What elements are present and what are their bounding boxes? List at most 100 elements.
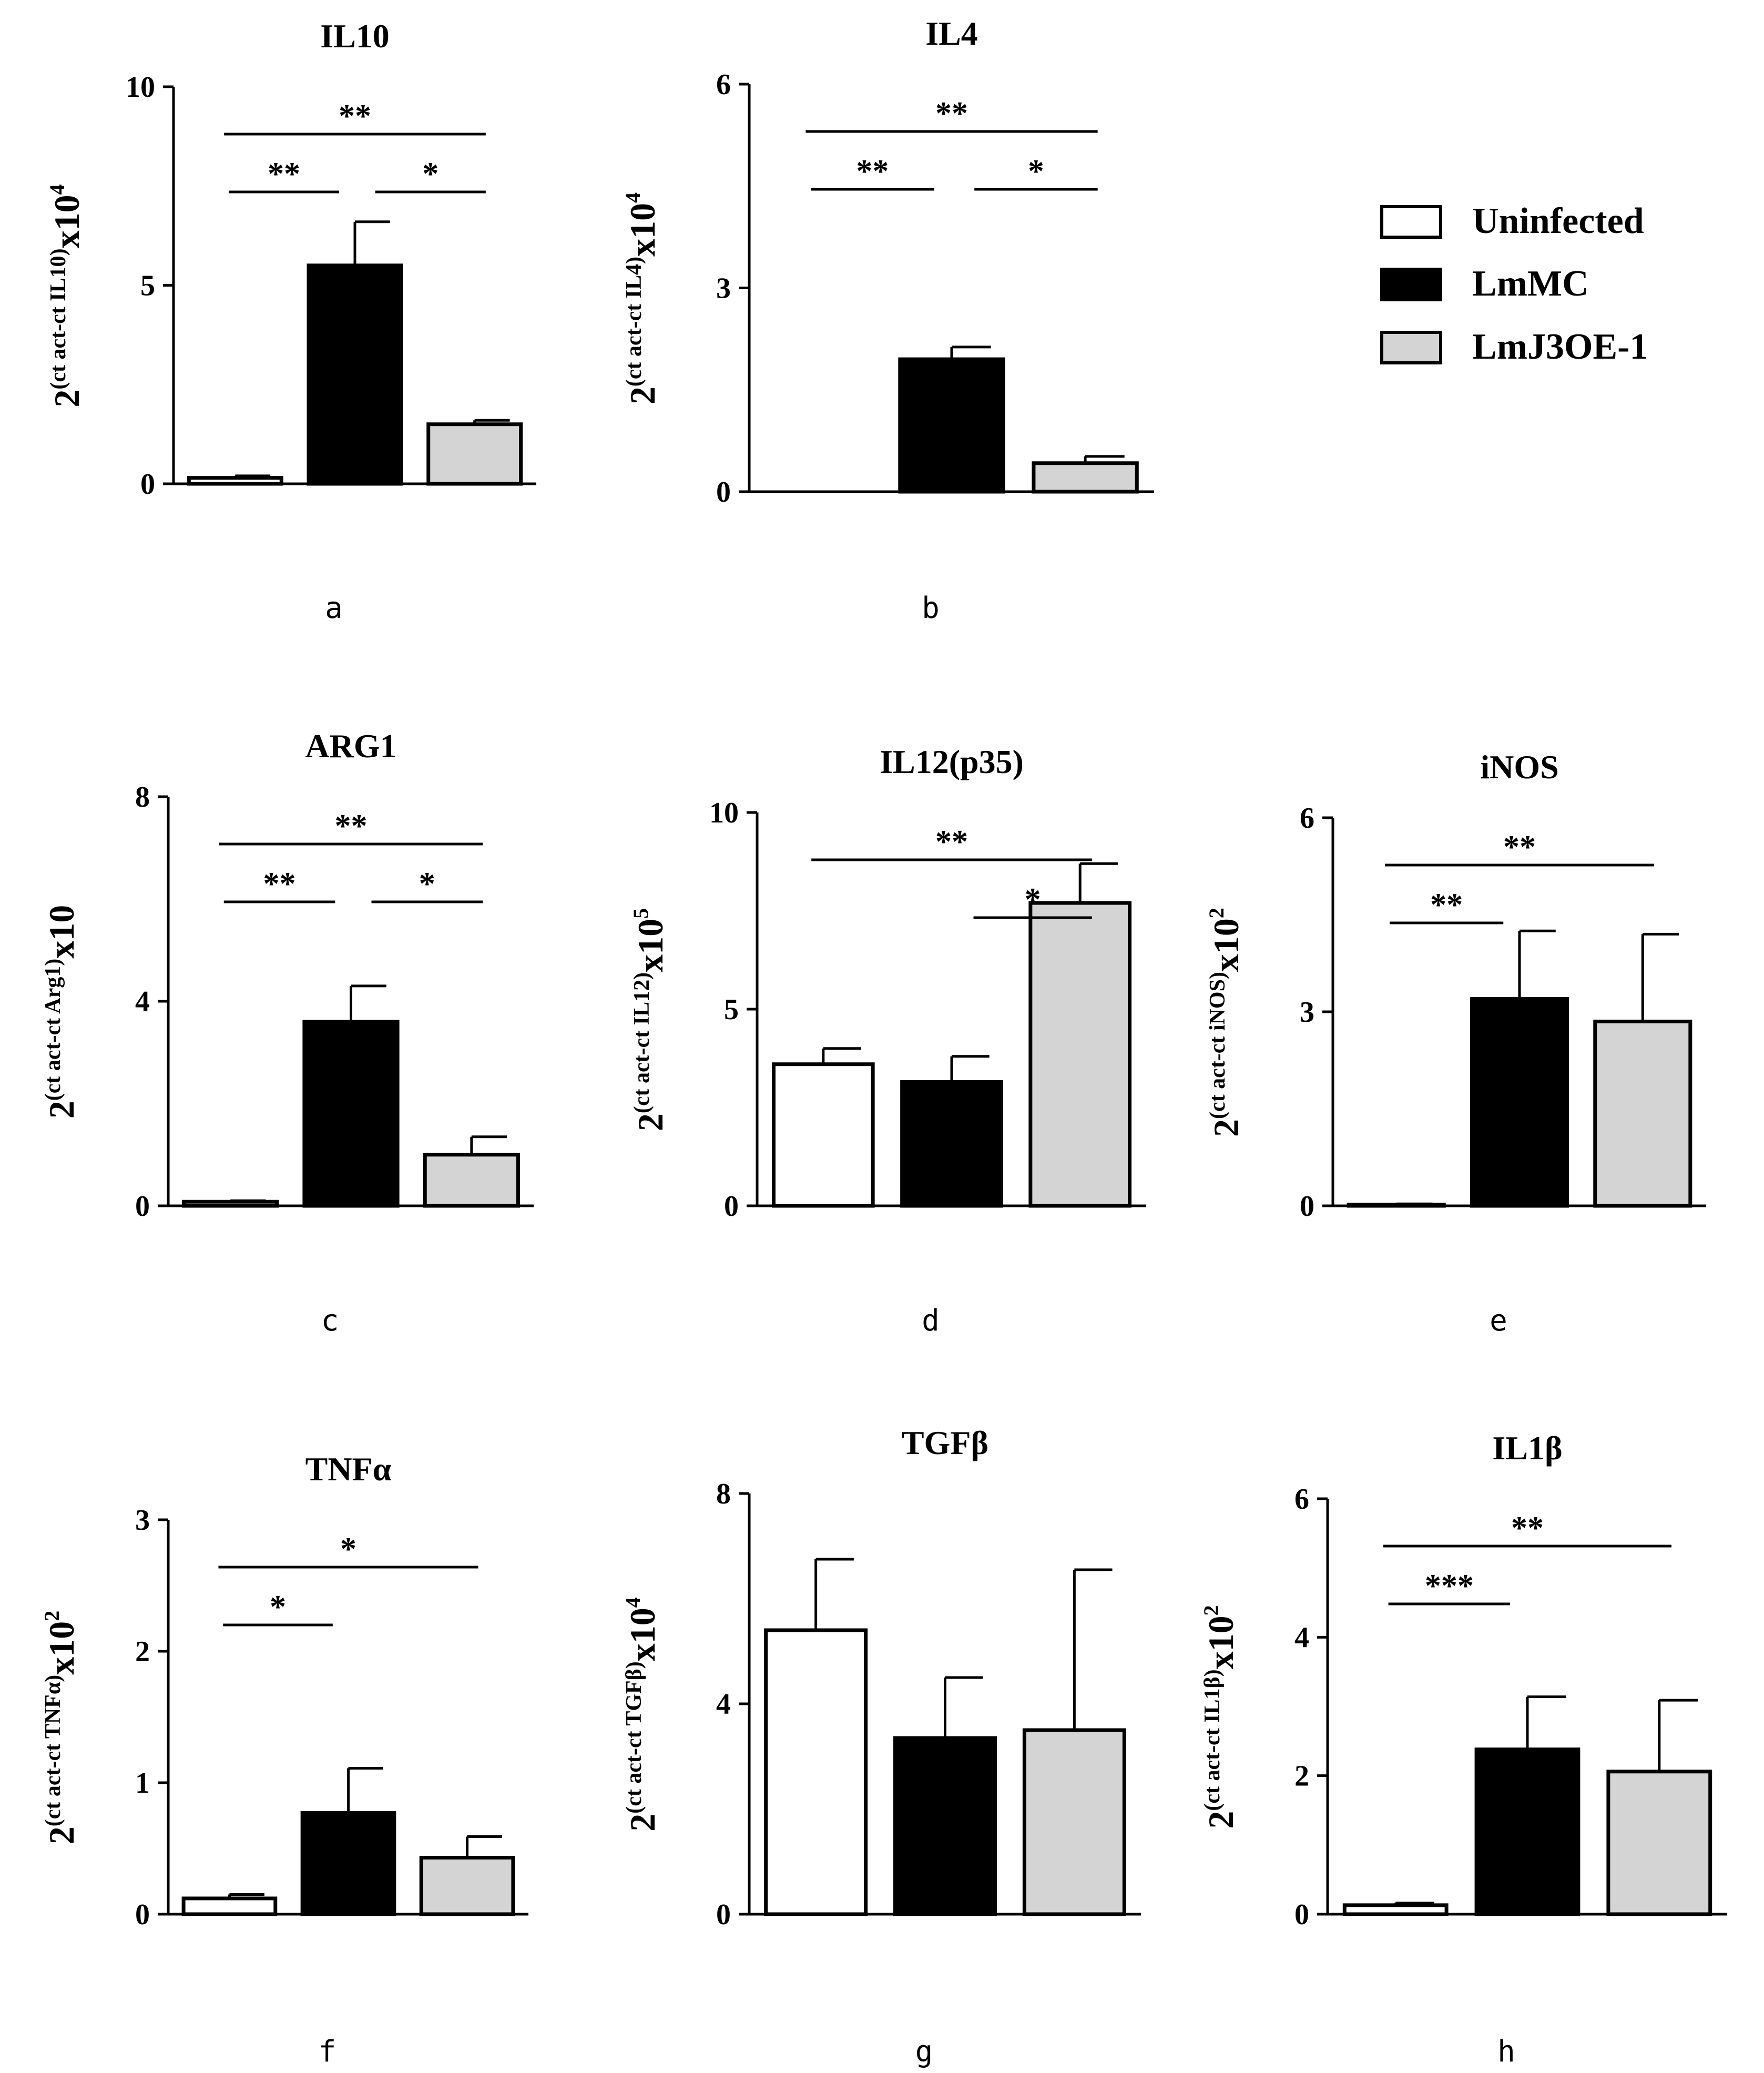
y-axis-label: 2(ct act-ct IL12)x105 bbox=[629, 908, 670, 1131]
y-axis-label-superscript: (ct act-ct IL4) bbox=[622, 257, 646, 387]
panel-label: a bbox=[325, 591, 343, 625]
significance-label: * bbox=[422, 156, 439, 192]
significance-label: ** bbox=[339, 98, 371, 134]
bar-lmmc bbox=[1470, 997, 1569, 1208]
panel-label: d bbox=[922, 1304, 940, 1338]
chart-title: IL10 bbox=[320, 17, 390, 55]
y-tick-label: 0 bbox=[135, 1190, 150, 1223]
y-tick-label: 6 bbox=[1300, 802, 1314, 835]
y-axis-label-multiplier: x10 bbox=[623, 203, 662, 257]
y-axis-label-multiplier: x10 bbox=[47, 195, 87, 248]
bar-lmj3oe-1 bbox=[1028, 901, 1132, 1208]
panel-label: h bbox=[1497, 2035, 1515, 2069]
y-tick-label: 10 bbox=[126, 71, 155, 104]
y-axis-label-multiplier: x10 bbox=[623, 1608, 662, 1661]
significance-label: * bbox=[270, 1589, 286, 1625]
legend-swatch bbox=[1380, 205, 1442, 239]
y-axis-label: 2(ct act-ct IL1β)x102 bbox=[1199, 1605, 1241, 1828]
significance-label: ** bbox=[856, 154, 889, 189]
panel-label: g bbox=[915, 2035, 933, 2069]
bar-lmmc bbox=[1474, 1747, 1581, 1916]
chart-title: iNOS bbox=[1480, 748, 1558, 786]
chart-title: TNFα bbox=[305, 1450, 392, 1488]
chart-title: IL1β bbox=[1492, 1429, 1562, 1467]
legend-item: LmJ3OE-1 bbox=[1380, 327, 1648, 367]
y-axis-label-base: 2 bbox=[630, 1113, 670, 1131]
bar-lmmc bbox=[898, 357, 1005, 494]
bar-lmj3oe-1 bbox=[1593, 1019, 1692, 1208]
bar-lmj3oe-1 bbox=[1022, 1728, 1126, 1916]
y-tick-label: 2 bbox=[1294, 1760, 1309, 1793]
y-axis-label: 2(ct act-ct TNFα)x102 bbox=[40, 1611, 81, 1845]
y-tick-label: 3 bbox=[1300, 996, 1314, 1029]
significance-label: ** bbox=[1511, 1510, 1544, 1546]
y-tick-label: 0 bbox=[716, 1898, 731, 1931]
significance-label: ** bbox=[1503, 829, 1536, 865]
y-axis-label-exponent: 4 bbox=[621, 1597, 645, 1608]
y-axis-label-multiplier: x10 bbox=[1206, 918, 1246, 972]
y-axis-label-superscript: (ct act-ct IL10) bbox=[46, 248, 70, 389]
legend-item: Uninfected bbox=[1380, 201, 1644, 241]
y-axis-label-exponent: 2 bbox=[1199, 1605, 1223, 1615]
bar-lmmc bbox=[900, 1080, 1003, 1208]
y-tick-label: 2 bbox=[135, 1635, 150, 1668]
y-axis-label-base: 2 bbox=[42, 1101, 81, 1119]
significance-label: *** bbox=[1425, 1568, 1474, 1604]
y-axis-label: 2(ct act-ct IL10)x104 bbox=[45, 184, 87, 407]
bar-lmmc bbox=[302, 1020, 400, 1208]
bar-lmmc bbox=[893, 1736, 997, 1916]
y-axis-label: 2(ct act-ct Arg1)x10 bbox=[41, 905, 81, 1119]
y-axis-label-superscript: (ct act-ct TNFα) bbox=[41, 1675, 65, 1827]
y-tick-label: 4 bbox=[716, 1688, 731, 1721]
y-tick-label: 8 bbox=[135, 781, 150, 814]
y-axis-label-base: 2 bbox=[623, 387, 662, 404]
significance-label: ** bbox=[1430, 887, 1463, 923]
chart-title: IL4 bbox=[925, 15, 978, 52]
y-tick-label: 0 bbox=[1294, 1898, 1309, 1931]
y-tick-label: 4 bbox=[135, 985, 150, 1018]
y-tick-label: 6 bbox=[1294, 1483, 1309, 1516]
bar-lmj3oe-1 bbox=[1606, 1770, 1712, 1916]
panel-label: f bbox=[319, 2035, 337, 2069]
y-tick-label: 5 bbox=[140, 270, 155, 302]
significance-label: * bbox=[1028, 154, 1044, 189]
y-axis-label-exponent: 2 bbox=[1205, 908, 1228, 918]
bar-uninfected bbox=[181, 1896, 278, 1916]
panel-label: b bbox=[922, 591, 940, 625]
legend-label: LmJ3OE-1 bbox=[1472, 327, 1648, 367]
legend: Uninfected LmMC LmJ3OE-1 bbox=[1380, 201, 1648, 367]
chart-title: ARG1 bbox=[305, 727, 396, 765]
bar-uninfected bbox=[182, 1200, 279, 1208]
y-axis-label-base: 2 bbox=[1206, 1119, 1246, 1137]
y-axis-label-superscript: (ct act-ct IL12) bbox=[630, 972, 654, 1113]
y-axis-label-base: 2 bbox=[42, 1826, 81, 1844]
y-axis-label: 2(ct act-ct IL4)x104 bbox=[621, 192, 662, 404]
y-tick-label: 5 bbox=[724, 993, 739, 1026]
y-tick-label: 6 bbox=[716, 68, 731, 101]
y-tick-label: 8 bbox=[716, 1478, 731, 1510]
y-tick-label: 3 bbox=[135, 1504, 150, 1537]
panel-label: e bbox=[1490, 1304, 1507, 1338]
significance-label: ** bbox=[268, 156, 300, 192]
bar-uninfected bbox=[764, 1628, 868, 1916]
y-axis-label-superscript: (ct act-ct iNOS) bbox=[1206, 972, 1230, 1119]
y-axis-label: 2(ct act-ct TGFβ)x104 bbox=[621, 1597, 662, 1832]
y-axis-label-multiplier: x10 bbox=[630, 919, 670, 972]
panel-label: c bbox=[321, 1304, 339, 1338]
legend-swatch bbox=[1380, 268, 1442, 301]
bar-uninfected bbox=[771, 1062, 875, 1208]
y-tick-label: 3 bbox=[716, 272, 731, 305]
y-tick-label: 0 bbox=[140, 468, 155, 501]
y-axis-label-exponent: 4 bbox=[45, 184, 69, 195]
bar-lmj3oe-1 bbox=[419, 1856, 515, 1916]
y-axis-label-base: 2 bbox=[47, 390, 87, 408]
bar-uninfected bbox=[1342, 1903, 1449, 1916]
y-axis-label-superscript: (ct act-ct TGFβ) bbox=[622, 1661, 646, 1814]
